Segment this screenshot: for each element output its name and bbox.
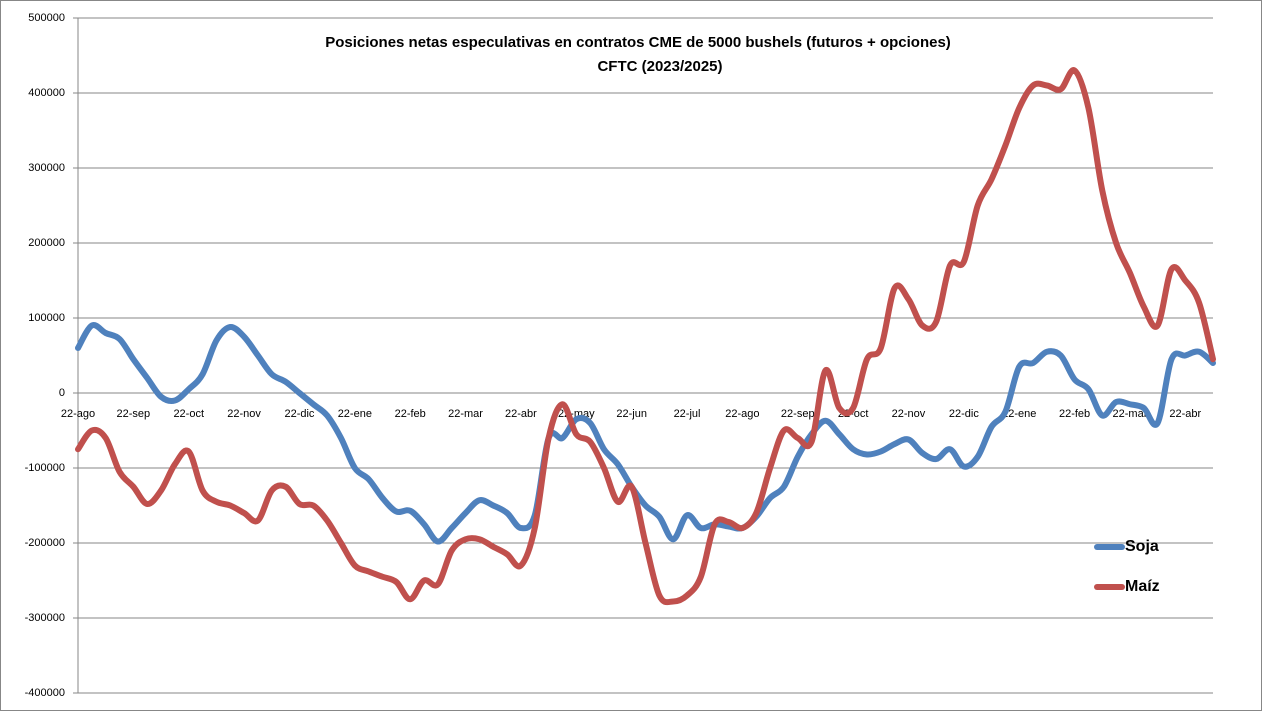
x-tick-label: 22-nov — [227, 408, 261, 420]
x-tick-label: 22-ene — [1002, 408, 1036, 420]
y-tick-label: 100000 — [28, 312, 65, 324]
y-tick-label: -200000 — [25, 537, 65, 549]
y-tick-label: 500000 — [28, 12, 65, 24]
y-tick-label: 0 — [59, 387, 65, 399]
line-series — [75, 322, 1216, 545]
x-tick-label: 22-ago — [61, 408, 95, 420]
line-series — [75, 67, 1216, 606]
x-tick-label: 22-mar — [448, 408, 483, 420]
legend-label: Maíz — [1125, 578, 1160, 595]
chart-title: Posiciones netas especulativas en contra… — [325, 34, 951, 51]
x-tick-label: 22-jul — [674, 408, 701, 420]
y-tick-label: 300000 — [28, 162, 65, 174]
x-tick-label: 22-feb — [395, 408, 426, 420]
x-tick-label: 22-dic — [949, 408, 979, 420]
chart-subtitle: CFTC (2023/2025) — [597, 58, 722, 75]
y-tick-label: -400000 — [25, 687, 65, 699]
x-tick-label: 22-mar — [1113, 408, 1148, 420]
y-tick-label: -100000 — [25, 462, 65, 474]
x-tick-label: 22-nov — [892, 408, 926, 420]
y-tick-label: 200000 — [28, 237, 65, 249]
x-tick-label: 22-abr — [505, 408, 537, 420]
x-tick-label: 22-dic — [284, 408, 314, 420]
x-tick-label: 22-sep — [781, 408, 815, 420]
x-tick-label: 22-sep — [117, 408, 151, 420]
y-tick-label: 400000 — [28, 87, 65, 99]
x-tick-label: 22-feb — [1059, 408, 1090, 420]
x-tick-label: 22-abr — [1169, 408, 1201, 420]
x-tick-label: 22-oct — [173, 408, 204, 420]
legend-label: Soja — [1125, 538, 1159, 555]
x-tick-label: 22-ago — [725, 408, 759, 420]
x-tick-label: 22-ene — [338, 408, 372, 420]
y-tick-label: -300000 — [25, 612, 65, 624]
x-tick-label: 22-jun — [616, 408, 647, 420]
